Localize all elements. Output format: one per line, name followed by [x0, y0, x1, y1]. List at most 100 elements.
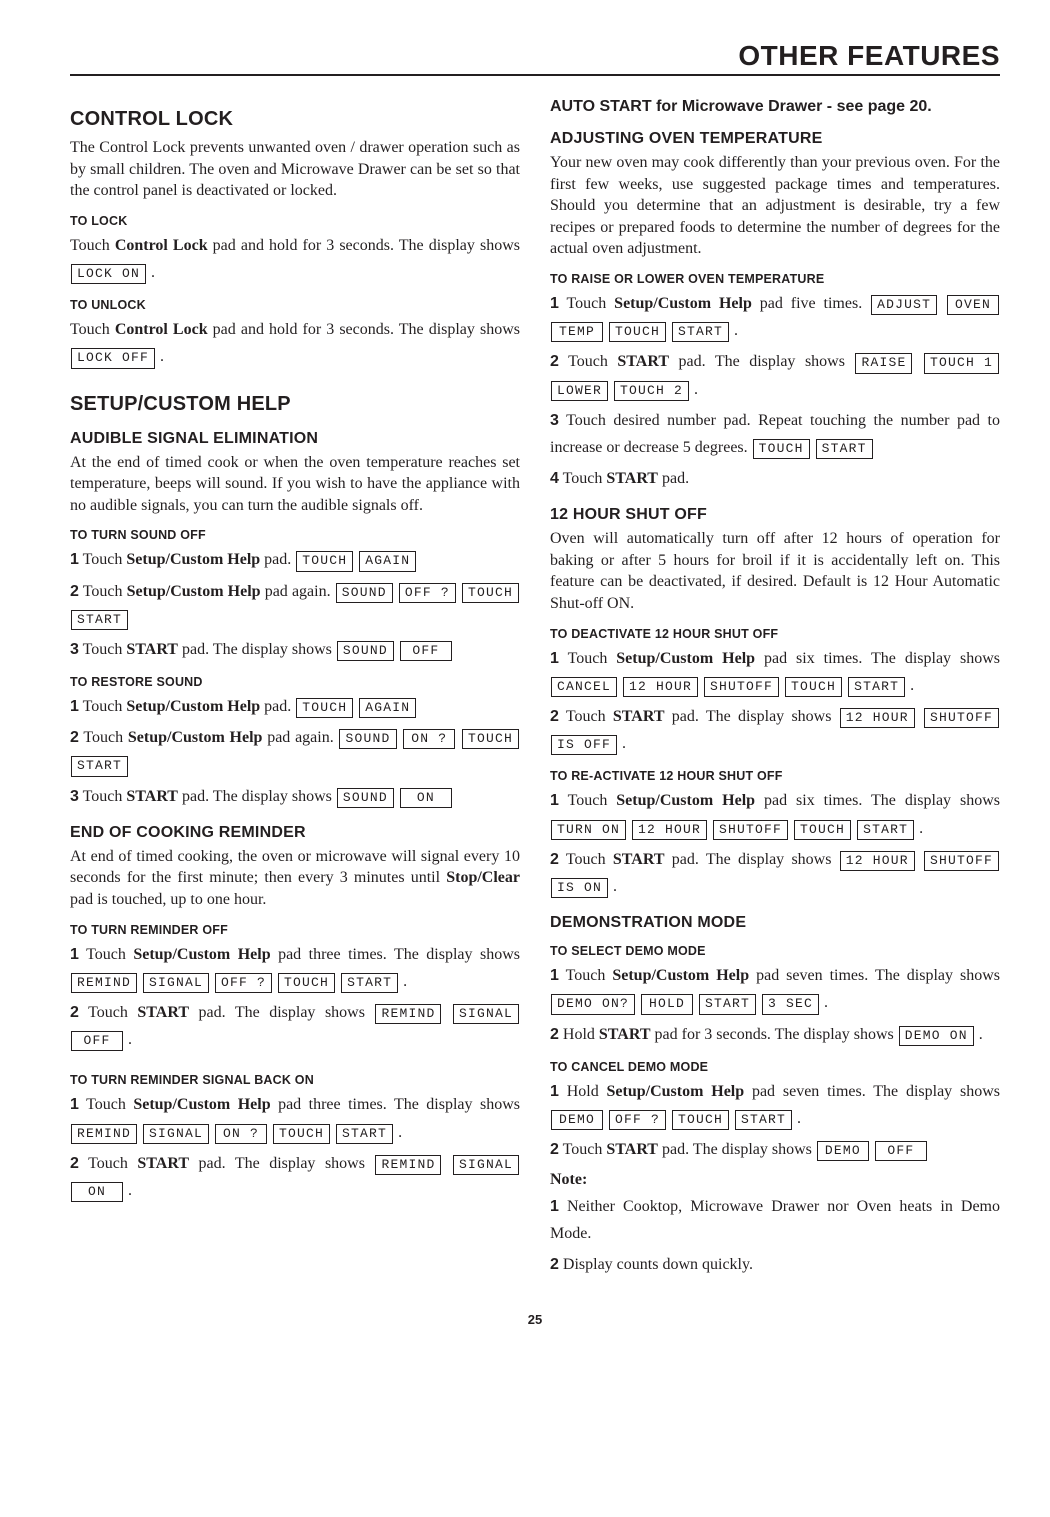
- text-bold: START: [126, 788, 178, 805]
- display-box: TOUCH 1: [924, 353, 999, 373]
- text: Neither Cooktop, Microwave Drawer nor Ov…: [550, 1198, 1000, 1242]
- text: Touch: [79, 551, 126, 568]
- text: Touch: [79, 1155, 137, 1172]
- display-box: SHUTOFF: [704, 677, 779, 697]
- text-bold: START: [613, 708, 665, 725]
- display-box: TURN ON: [551, 820, 626, 840]
- sound-off-step-1: 1 Touch Setup/Custom Help pad. TOUCH AGA…: [70, 546, 520, 573]
- display-box: TOUCH: [609, 322, 666, 342]
- display-box: SIGNAL: [143, 1124, 209, 1144]
- text-bold: Setup/Custom Help: [133, 946, 270, 963]
- display-box: START: [699, 994, 756, 1014]
- note-2: 2 Display counts down quickly.: [550, 1251, 1000, 1278]
- text: pad. The display shows: [178, 788, 336, 805]
- display-box: LOWER: [551, 381, 608, 401]
- content-columns: CONTROL LOCK The Control Lock prevents u…: [70, 98, 1000, 1282]
- display-box: OFF ?: [215, 973, 272, 993]
- step-number: 2: [550, 708, 559, 725]
- demo-select-heading: TO SELECT DEMO MODE: [550, 944, 1000, 958]
- display-box: OFF: [71, 1031, 123, 1051]
- step-number: 2: [550, 1026, 559, 1043]
- display-box: SOUND: [336, 583, 393, 603]
- reactivate-step-1: 1 Touch Setup/Custom Help pad six times.…: [550, 787, 1000, 841]
- page-header: OTHER FEATURES: [70, 40, 1000, 76]
- display-box: SIGNAL: [453, 1004, 519, 1024]
- reactivate-step-2: 2 Touch START pad. The display shows 12 …: [550, 846, 1000, 900]
- text-bold: Control Lock: [115, 321, 208, 338]
- text: Touch: [79, 641, 126, 658]
- display-box: SHUTOFF: [924, 708, 999, 728]
- text: Touch: [559, 295, 614, 312]
- demo-heading: DEMONSTRATION MODE: [550, 914, 1000, 932]
- text: Touch: [559, 851, 613, 868]
- text: pad is touched, up to one hour.: [70, 891, 266, 908]
- audible-body: At the end of timed cook or when the ove…: [70, 452, 520, 517]
- display-box: TOUCH: [753, 439, 810, 459]
- text: pad six times. The display shows: [755, 792, 1000, 809]
- display-box: START: [848, 677, 905, 697]
- end-cooking-heading: END OF COOKING REMINDER: [70, 824, 520, 842]
- text: pad for 3 seconds. The display shows: [651, 1026, 898, 1043]
- audible-heading: AUDIBLE SIGNAL ELIMINATION: [70, 430, 520, 448]
- display-box: START: [71, 756, 128, 776]
- twelve-hour-heading: 12 HOUR SHUT OFF: [550, 506, 1000, 524]
- display-box: 12 HOUR: [840, 708, 915, 728]
- restore-step-3: 3 Touch START pad. The display shows SOU…: [70, 783, 520, 810]
- adjust-temp-body: Your new oven may cook differently than …: [550, 152, 1000, 260]
- reminder-off-step-1: 1 Touch Setup/Custom Help pad three time…: [70, 941, 520, 995]
- display-box: AGAIN: [359, 698, 416, 718]
- text: Touch: [70, 237, 115, 254]
- step-number: 1: [70, 551, 79, 568]
- display-box: IS ON: [551, 878, 608, 898]
- text: Touch: [79, 946, 133, 963]
- text: Touch: [559, 470, 606, 487]
- text: Display counts down quickly.: [559, 1256, 753, 1273]
- text-bold: Setup/Custom Help: [126, 698, 260, 715]
- text: Touch: [79, 1004, 137, 1021]
- display-box: REMIND: [71, 1124, 137, 1144]
- display-box: OFF: [400, 641, 452, 661]
- sound-off-step-2: 2 Touch Setup/Custom Help pad again. SOU…: [70, 578, 520, 632]
- text-bold: START: [137, 1155, 189, 1172]
- restore-step-1: 1 Touch Setup/Custom Help pad. TOUCH AGA…: [70, 693, 520, 720]
- reminder-off-heading: TO TURN REMINDER OFF: [70, 923, 520, 937]
- display-box: TOUCH: [462, 729, 519, 749]
- display-box: SHUTOFF: [713, 820, 788, 840]
- step-number: 2: [70, 1004, 79, 1021]
- text-bold: Setup/Custom Help: [133, 1096, 270, 1113]
- text: pad and hold for 3 seconds. The display …: [208, 237, 520, 254]
- step-number: 1: [550, 650, 559, 667]
- display-box: CANCEL: [551, 677, 617, 697]
- display-box: TOUCH: [785, 677, 842, 697]
- text-bold: START: [606, 1141, 658, 1158]
- demo-select-step-1: 1 Touch Setup/Custom Help pad seven time…: [550, 962, 1000, 1016]
- right-column: AUTO START for Microwave Drawer - see pa…: [550, 98, 1000, 1282]
- display-box: REMIND: [71, 973, 137, 993]
- display-box: TOUCH: [672, 1110, 729, 1130]
- step-number: 2: [550, 851, 559, 868]
- adjust-temp-heading: ADJUSTING OVEN TEMPERATURE: [550, 130, 1000, 148]
- display-box: 12 HOUR: [623, 677, 698, 697]
- text-bold: START: [617, 353, 669, 370]
- display-box: START: [735, 1110, 792, 1130]
- step-number: 1: [550, 295, 559, 312]
- step-number: 1: [70, 698, 79, 715]
- text: pad three times. The display shows: [271, 1096, 520, 1113]
- display-box: ON: [71, 1182, 123, 1202]
- display-box: SOUND: [337, 788, 394, 808]
- display-box: OVEN: [947, 295, 999, 315]
- auto-start-rest: for Microwave Drawer - see page 20.: [656, 98, 932, 115]
- control-lock-heading: CONTROL LOCK: [70, 108, 520, 131]
- raise-step-2: 2 Touch START pad. The display shows RAI…: [550, 348, 1000, 402]
- text-bold: START: [613, 851, 665, 868]
- text: pad.: [260, 551, 295, 568]
- end-cooking-body: At end of timed cooking, the oven or mic…: [70, 846, 520, 911]
- deactivate-step-2: 2 Touch START pad. The display shows 12 …: [550, 703, 1000, 757]
- text: Hold: [559, 1026, 599, 1043]
- deactivate-step-1: 1 Touch Setup/Custom Help pad six times.…: [550, 645, 1000, 699]
- auto-start-line: AUTO START for Microwave Drawer - see pa…: [550, 98, 1000, 116]
- display-box: ON ?: [215, 1124, 267, 1144]
- step-number: 1: [550, 967, 559, 984]
- display-box: TOUCH: [794, 820, 851, 840]
- display-box: OFF ?: [609, 1110, 666, 1130]
